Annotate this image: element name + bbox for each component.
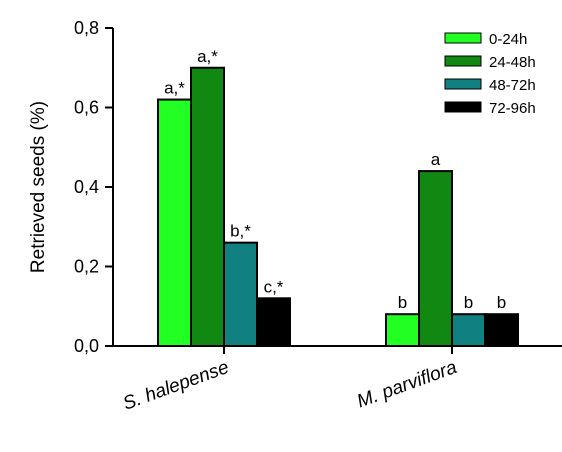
significance-label: c,* bbox=[264, 277, 284, 296]
significance-label: b bbox=[464, 293, 473, 312]
legend-swatch bbox=[444, 32, 482, 44]
y-tick-label: 0,8 bbox=[74, 18, 99, 38]
legend-label: 72-96h bbox=[489, 100, 536, 117]
bar-s-halepense-72-96h bbox=[256, 297, 291, 347]
x-ticks: S. halepense M. parviflora bbox=[120, 346, 460, 415]
bar-s-halepense-24-48h bbox=[190, 66, 225, 347]
significance-label: b bbox=[398, 293, 407, 312]
y-axis-label: Retrieved seeds (%) bbox=[28, 101, 49, 273]
legend-label: 48-72h bbox=[489, 77, 536, 94]
y-tick-label: 0,0 bbox=[74, 336, 99, 356]
legend-swatch bbox=[444, 101, 482, 113]
significance-label: a,* bbox=[197, 47, 218, 66]
y-ticks: 0,0 0,2 0,4 0,6 0,8 bbox=[74, 18, 113, 356]
legend-swatch bbox=[444, 78, 482, 90]
significance-label: b,* bbox=[230, 222, 251, 241]
significance-label: b bbox=[497, 293, 506, 312]
y-axis: 0,0 0,2 0,4 0,6 0,8 bbox=[74, 18, 114, 356]
bar-m-parviflora-72-96h bbox=[484, 313, 519, 348]
significance-label: a,* bbox=[164, 79, 185, 98]
bars bbox=[157, 66, 519, 348]
significance-label: a bbox=[431, 150, 441, 169]
bar-m-parviflora-48-72h bbox=[451, 313, 486, 348]
bar-m-parviflora-24-48h bbox=[418, 170, 453, 347]
y-tick-label: 0,4 bbox=[74, 177, 99, 197]
bar-s-halepense-0-24h bbox=[157, 98, 192, 347]
y-tick-label: 0,6 bbox=[74, 98, 99, 118]
legend-label: 0-24h bbox=[489, 31, 527, 48]
legend-swatch bbox=[444, 55, 482, 67]
category-label: M. parviflora bbox=[354, 357, 459, 412]
category-label: S. halepense bbox=[120, 357, 231, 415]
significance-labels: a,* a,* b,* c,* b a b b bbox=[164, 47, 506, 312]
bar-s-halepense-48-72h bbox=[223, 241, 258, 347]
y-tick-label: 0,2 bbox=[74, 257, 99, 277]
legend: 0-24h 24-48h 48-72h 72-96h bbox=[444, 31, 536, 117]
x-axis: S. halepense M. parviflora bbox=[112, 345, 562, 415]
legend-label: 24-48h bbox=[489, 54, 536, 71]
bar-m-parviflora-0-24h bbox=[385, 313, 420, 348]
